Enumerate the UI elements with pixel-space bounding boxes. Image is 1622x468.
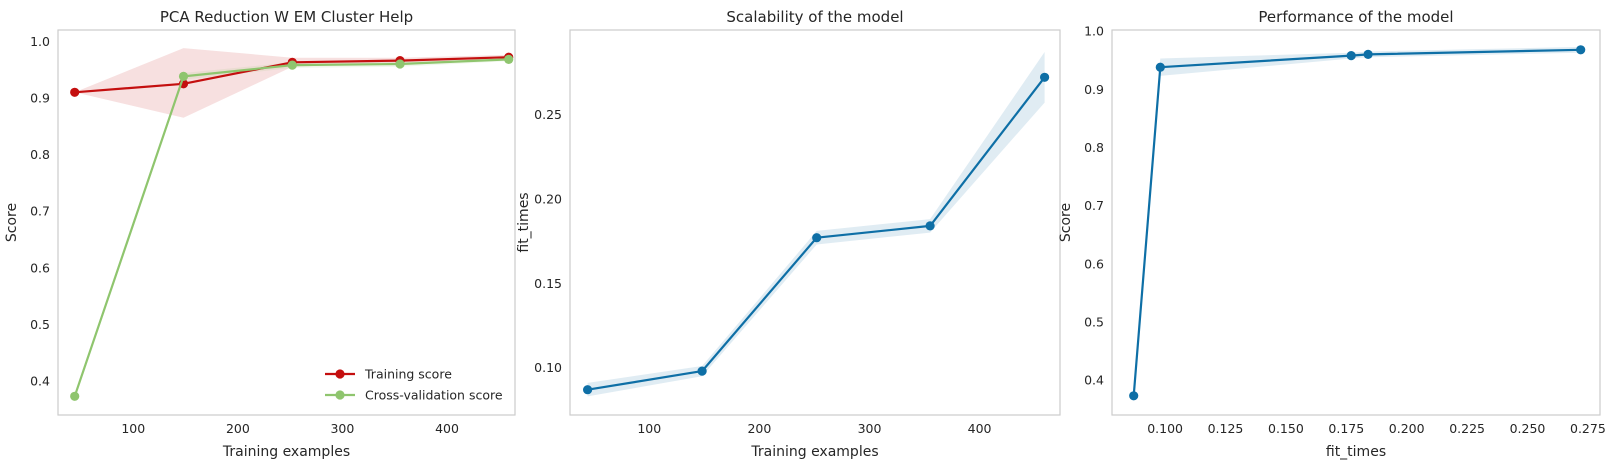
data-point bbox=[925, 221, 935, 231]
x-tick-label: 100 bbox=[637, 421, 661, 436]
y-tick-label: 0.5 bbox=[1084, 314, 1104, 329]
x-axis-label: Training examples bbox=[222, 444, 350, 460]
y-tick-label: 0.4 bbox=[30, 374, 50, 389]
chart-panel-scalability: 100 200 300 400 0.10 0.15 0.20 0.25 Scalability … bbox=[516, 8, 1061, 460]
legend-marker bbox=[335, 369, 345, 379]
chart-panel-learning-curve: 100 200 300 400 0.4 0.5 0.6 0.7 0.8 0.9 1.0 PCA Red… bbox=[4, 8, 516, 460]
x-tick-label: 400 bbox=[435, 421, 459, 436]
x-tick-label: 0.125 bbox=[1208, 421, 1244, 436]
y-axis-label: Score bbox=[1058, 203, 1074, 242]
x-tick-label: 0.150 bbox=[1268, 421, 1304, 436]
x-tick-label: 200 bbox=[226, 421, 250, 436]
x-tick-label: 100 bbox=[121, 421, 145, 436]
y-tick-label: 0.9 bbox=[30, 90, 50, 105]
x-tick-label: 300 bbox=[330, 421, 354, 436]
data-point bbox=[583, 385, 593, 395]
y-tick-label: 1.0 bbox=[1084, 24, 1104, 39]
x-tick-label: 0.200 bbox=[1389, 421, 1425, 436]
x-tick-label: 0.250 bbox=[1510, 421, 1546, 436]
y-tick-label: 0.8 bbox=[30, 147, 50, 162]
axes-frame bbox=[1111, 29, 1601, 416]
data-point bbox=[70, 87, 80, 97]
y-axis-label: fit_times bbox=[516, 192, 532, 252]
legend-label: Training score bbox=[364, 367, 452, 382]
data-point bbox=[395, 59, 405, 69]
data-point bbox=[812, 233, 822, 243]
x-tick-label: 0.175 bbox=[1328, 421, 1364, 436]
data-point bbox=[287, 60, 297, 70]
legend-label: Cross-validation score bbox=[365, 388, 503, 403]
y-tick-label: 0.25 bbox=[534, 107, 562, 122]
y-tick-label: 0.4 bbox=[1084, 373, 1104, 388]
data-point bbox=[1346, 51, 1356, 61]
plot-area bbox=[1112, 30, 1600, 415]
chart-title: PCA Reduction W EM Cluster Help bbox=[160, 8, 413, 26]
confidence-band-0 bbox=[74, 48, 509, 118]
data-point bbox=[504, 54, 514, 64]
y-tick-label: 0.5 bbox=[30, 317, 50, 332]
data-point bbox=[70, 391, 80, 401]
data-point bbox=[1576, 45, 1586, 55]
data-point bbox=[178, 71, 189, 81]
y-tick-label: 0.8 bbox=[1084, 140, 1104, 155]
x-axis-label: fit_times bbox=[1326, 444, 1386, 460]
chart-title: Scalability of the model bbox=[726, 8, 903, 26]
legend-marker bbox=[335, 390, 345, 400]
chart-panel-performance: 0.100 0.125 0.150 0.175 0.200 0.225 0.250 0.275… bbox=[1058, 8, 1606, 460]
y-tick-label: 0.9 bbox=[1084, 82, 1104, 97]
y-tick-label: 1.0 bbox=[30, 34, 50, 49]
y-tick-label: 0.7 bbox=[30, 204, 50, 219]
legend: Training score Cross-validation score bbox=[325, 367, 503, 403]
axes-frame bbox=[569, 29, 1061, 416]
x-tick-label: 0.225 bbox=[1449, 421, 1485, 436]
x-tick-label: 200 bbox=[747, 421, 771, 436]
x-tick-label: 400 bbox=[968, 421, 992, 436]
x-axis-label: Training examples bbox=[750, 444, 878, 460]
x-tick-label: 300 bbox=[858, 421, 882, 436]
plot-area bbox=[570, 30, 1060, 415]
y-tick-label: 0.6 bbox=[30, 260, 50, 275]
x-tick-label: 0.100 bbox=[1147, 421, 1183, 436]
y-tick-label: 0.6 bbox=[1084, 256, 1104, 271]
y-axis-label: Score bbox=[4, 203, 20, 242]
data-point bbox=[1129, 391, 1139, 401]
y-tick-label: 0.7 bbox=[1084, 198, 1104, 213]
x-tick-label: 0.275 bbox=[1570, 421, 1606, 436]
data-point bbox=[1363, 49, 1373, 60]
y-tick-label: 0.10 bbox=[534, 360, 562, 375]
data-point bbox=[697, 366, 707, 376]
chart-title: Performance of the model bbox=[1258, 8, 1453, 26]
y-tick-label: 0.15 bbox=[534, 276, 562, 291]
axes-frame bbox=[57, 29, 516, 416]
data-point bbox=[1155, 62, 1165, 72]
y-tick-label: 0.20 bbox=[534, 191, 562, 206]
data-point bbox=[1040, 72, 1050, 82]
